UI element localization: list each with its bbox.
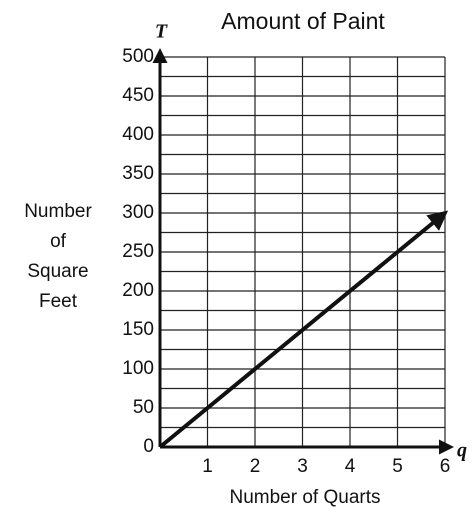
x-axis-label: Number of Quarts [230, 487, 381, 508]
y-axis-label: Feet [39, 291, 78, 312]
y-axis-label: of [50, 231, 67, 252]
y-tick-label: 350 [122, 163, 154, 184]
y-tick-label: 300 [122, 202, 154, 223]
y-tick-label: 0 [143, 436, 154, 457]
y-axis-label: Number [24, 201, 92, 222]
y-axis-symbol: T [155, 21, 168, 43]
y-tick-label: 400 [122, 124, 154, 145]
y-tick-label: 150 [122, 319, 154, 340]
x-axis-symbol: q [457, 440, 467, 462]
x-tick-label: 5 [392, 456, 403, 477]
y-tick-label: 250 [122, 241, 154, 262]
y-tick-label: 50 [133, 397, 154, 418]
y-tick-label: 450 [122, 85, 154, 106]
data-line [158, 210, 449, 449]
x-tick-label: 1 [202, 456, 213, 477]
x-tick-label: 4 [345, 456, 356, 477]
x-tick-label: 2 [250, 456, 261, 477]
y-axis-label: Square [27, 261, 88, 282]
y-tick-label: 200 [122, 280, 154, 301]
chart-title: Amount of Paint [221, 8, 385, 34]
y-tick-label: 500 [122, 46, 154, 67]
x-tick-label: 6 [440, 456, 451, 477]
y-tick-label: 100 [122, 358, 154, 379]
x-tick-label: 3 [297, 456, 308, 477]
